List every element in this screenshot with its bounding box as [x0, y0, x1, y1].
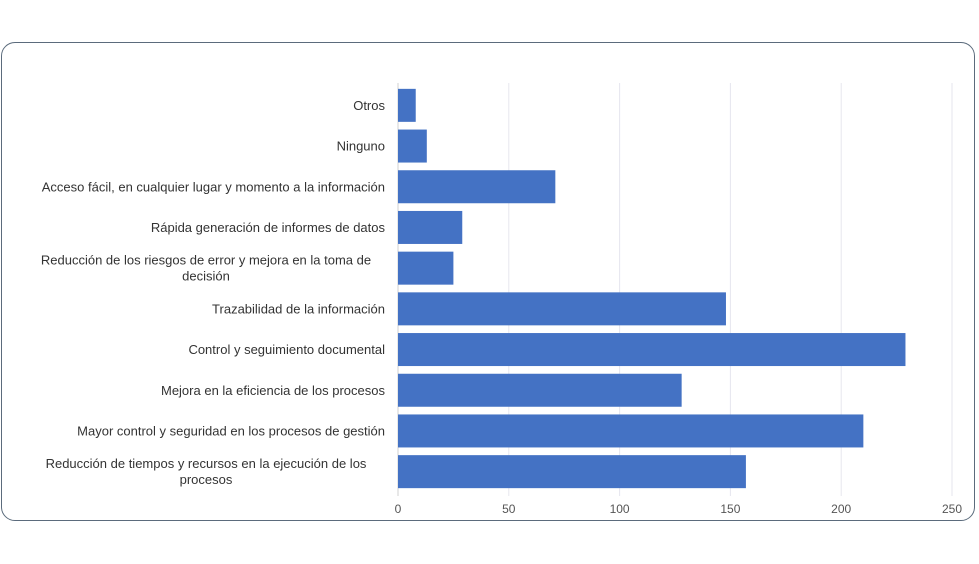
category-label: Mayor control y seguridad en los proceso… [77, 423, 385, 438]
bar [398, 414, 864, 448]
bar [398, 333, 906, 367]
x-tick-label: 250 [942, 502, 962, 516]
x-tick-label: 0 [395, 502, 402, 516]
category-label: Trazabilidad de la información [212, 301, 385, 316]
category-label: Acceso fácil, en cualquier lugar y momen… [42, 179, 385, 194]
bar [398, 455, 746, 489]
bar [398, 210, 463, 244]
bar [398, 170, 556, 204]
bar [398, 88, 416, 122]
category-label: Otros [353, 98, 385, 113]
x-tick-label: 150 [720, 502, 740, 516]
category-label: Reducción de los riesgos de error y mejo… [41, 253, 371, 284]
bar [398, 129, 427, 163]
category-label: Rápida generación de informes de datos [151, 220, 386, 235]
category-label: Mejora en la eficiencia de los procesos [161, 383, 386, 398]
category-labels: Otros Ninguno Acceso fácil, en cualquier l… [41, 98, 386, 487]
category-label: Control y seguimiento documental [188, 342, 385, 357]
category-label: Ninguno [337, 139, 385, 154]
bars [398, 88, 906, 489]
x-tick-label: 100 [610, 502, 630, 516]
bar [398, 373, 682, 407]
bar [398, 292, 726, 326]
x-axis-ticks: 0 50 100 150 200 250 [395, 502, 963, 516]
category-label: Reducción de tiempos y recursos en la ej… [46, 456, 367, 487]
x-tick-label: 200 [831, 502, 851, 516]
x-tick-label: 50 [502, 502, 516, 516]
bar [398, 251, 454, 285]
